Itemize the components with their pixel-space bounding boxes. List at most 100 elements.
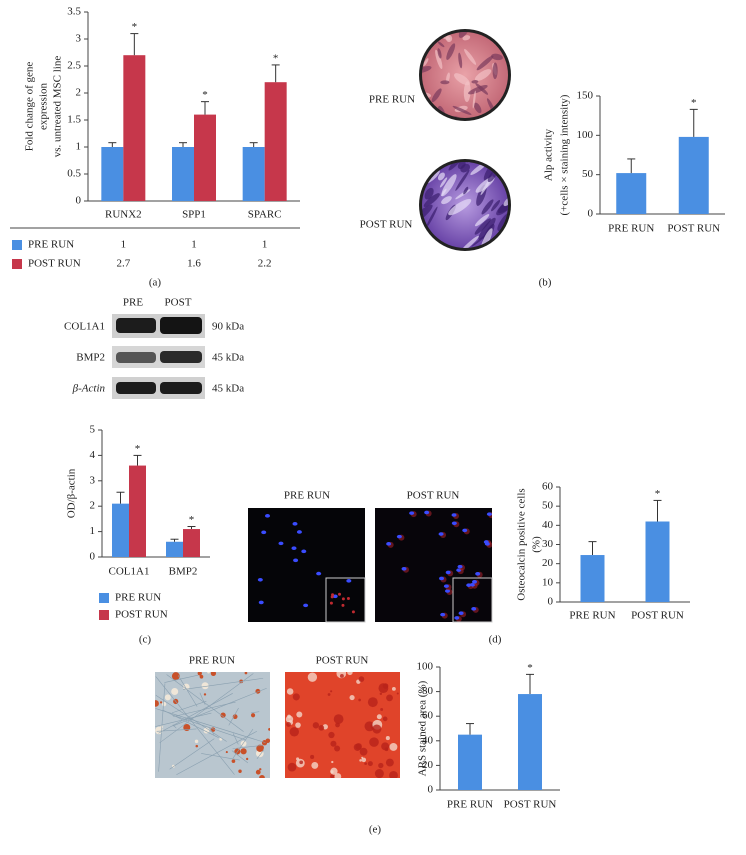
nucleus	[471, 607, 477, 611]
cell	[492, 62, 498, 80]
nucleus	[301, 549, 307, 554]
mineral	[367, 761, 373, 767]
mineral	[385, 736, 390, 741]
mineral	[361, 757, 367, 763]
mineral	[327, 693, 331, 696]
y-tick-label: 50	[542, 500, 554, 512]
micrograph-texture	[155, 672, 270, 778]
cell	[439, 177, 448, 188]
nodule	[201, 682, 209, 690]
x-tick-label: PRE RUN	[608, 223, 654, 235]
legend-label: PRE RUN	[115, 592, 161, 604]
cell	[463, 81, 471, 103]
cell	[468, 85, 488, 95]
mineral	[378, 683, 389, 694]
y-tick-label: 100	[577, 129, 594, 141]
y-tick-label: 2	[90, 500, 96, 512]
y-axis-label: (%)	[531, 536, 543, 553]
nucleus	[332, 594, 338, 599]
cell	[455, 169, 470, 191]
y-tick-label: 50	[582, 168, 594, 180]
nucleus	[451, 513, 457, 517]
stain	[329, 601, 333, 605]
cell	[448, 162, 467, 171]
nodule	[155, 726, 163, 735]
mineral	[364, 762, 368, 765]
cell	[423, 58, 429, 67]
table-cell: 1	[121, 239, 127, 251]
bar	[129, 465, 146, 557]
protein-label: β-Actin	[72, 383, 106, 395]
nodule	[195, 744, 199, 748]
blot-band	[116, 352, 156, 363]
fiber	[162, 709, 219, 738]
mineral	[379, 692, 383, 696]
nucleus	[457, 564, 463, 569]
mineral	[359, 747, 368, 756]
x-tick-label: POST RUN	[667, 223, 720, 235]
nucleus	[296, 530, 302, 534]
micrograph-texture	[422, 26, 503, 134]
nucleus	[264, 514, 270, 518]
panel-label: (d)	[489, 634, 502, 646]
cell	[464, 49, 477, 65]
y-tick-label: 0.5	[67, 168, 81, 180]
cell	[430, 123, 449, 134]
blot-band	[116, 382, 156, 394]
nodule	[219, 737, 223, 741]
cell	[444, 26, 451, 32]
y-tick-label: 4	[90, 449, 96, 461]
nucleus	[401, 567, 407, 571]
cell	[424, 187, 434, 200]
bar	[645, 521, 670, 602]
nodule	[225, 751, 228, 754]
fiber	[155, 676, 235, 775]
fiber	[158, 683, 166, 772]
mineral	[358, 676, 365, 682]
y-tick-label: 0	[90, 551, 96, 563]
y-tick-label: 3	[76, 33, 82, 45]
cell	[441, 188, 447, 197]
mineral	[296, 711, 303, 718]
nodule	[164, 694, 171, 701]
nodule	[159, 701, 163, 704]
cell	[503, 196, 508, 207]
nodule	[171, 688, 179, 696]
y-axis-label: ARS stained area (%)	[417, 680, 429, 776]
mineral	[330, 774, 335, 778]
mineral	[353, 743, 362, 751]
mineral	[312, 722, 320, 729]
bar	[616, 173, 647, 214]
mineral	[386, 694, 393, 702]
mineral	[318, 725, 325, 731]
y-tick-label: 3.5	[67, 6, 81, 18]
cell	[431, 88, 442, 103]
significance-mark: *	[132, 21, 138, 33]
panel-label: (a)	[149, 277, 162, 289]
nodule	[238, 769, 242, 773]
y-tick-label: 60	[422, 710, 434, 722]
nucleus	[440, 612, 446, 617]
stain	[341, 603, 345, 607]
mineral	[331, 760, 334, 764]
bar	[580, 555, 605, 602]
cell	[442, 248, 462, 267]
mineral	[295, 722, 301, 728]
cell	[474, 214, 490, 227]
nodule	[210, 672, 217, 677]
mineral	[334, 773, 342, 778]
mineral	[378, 762, 384, 769]
significance-mark: *	[202, 89, 208, 101]
bar	[172, 147, 194, 201]
cell	[475, 83, 489, 95]
cell	[458, 52, 463, 69]
table-cell: 1.6	[187, 258, 201, 270]
micrograph-texture	[422, 162, 508, 267]
fiber	[173, 701, 236, 717]
legend-swatch	[12, 259, 22, 269]
image-label: POST RUN	[407, 490, 460, 502]
fiber	[183, 677, 264, 690]
cell	[496, 198, 508, 216]
micrograph	[422, 32, 508, 118]
mineral	[389, 742, 398, 751]
